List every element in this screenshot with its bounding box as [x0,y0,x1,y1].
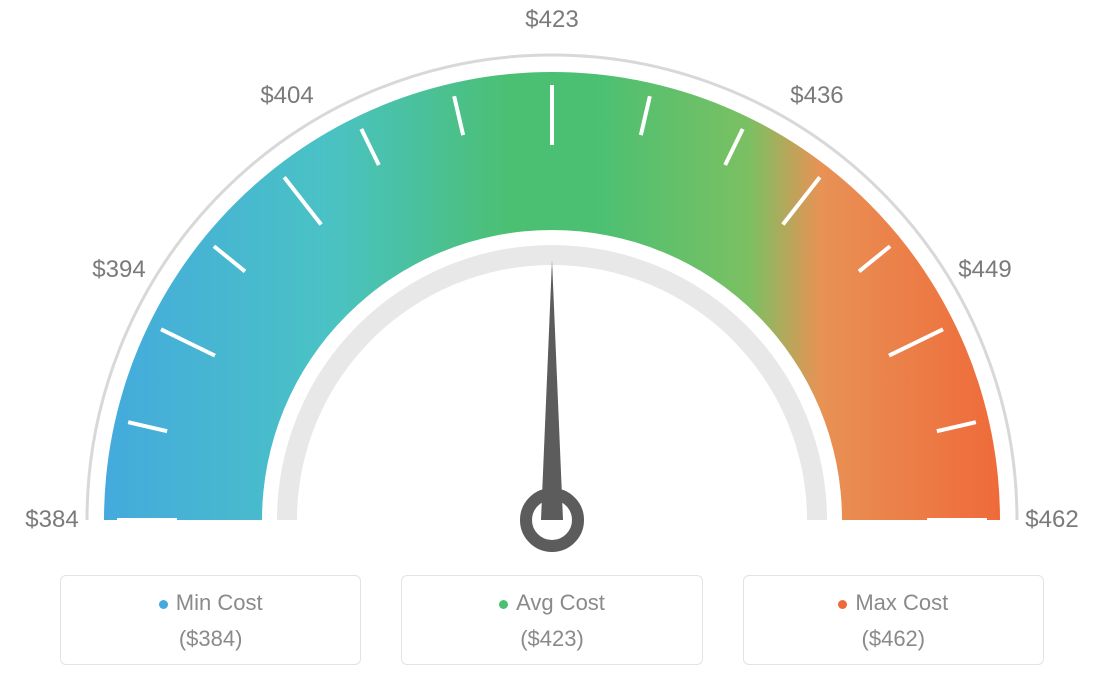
legend-title: Avg Cost [412,590,691,616]
legend-dot-icon [499,600,508,609]
legend-title-text: Avg Cost [516,590,605,615]
legend-title-text: Max Cost [855,590,948,615]
legend-card-min: Min Cost ($384) [60,575,361,665]
legend-dot-icon [838,600,847,609]
legend-value: ($384) [71,626,350,652]
legend-card-avg: Avg Cost ($423) [401,575,702,665]
legend-title-text: Min Cost [176,590,263,615]
legend-dot-icon [159,600,168,609]
legend-title: Min Cost [71,590,350,616]
legend-title: Max Cost [754,590,1033,616]
gauge-tick-label: $449 [958,256,1011,284]
gauge-tick-label: $384 [25,506,78,534]
legend-card-max: Max Cost ($462) [743,575,1044,665]
gauge-svg [0,0,1104,560]
gauge-tick-label: $436 [790,82,843,110]
legend-value: ($423) [412,626,691,652]
gauge-tick-label: $462 [1025,506,1078,534]
gauge-tick-label: $423 [525,6,578,34]
legend-row: Min Cost ($384) Avg Cost ($423) Max Cost ($46… [60,575,1044,665]
legend-value: ($462) [754,626,1033,652]
gauge-tick-label: $404 [260,82,313,110]
cost-gauge: $384 $394 $404 $423 $436 $449 $462 [0,0,1104,560]
gauge-tick-label: $394 [92,256,145,284]
